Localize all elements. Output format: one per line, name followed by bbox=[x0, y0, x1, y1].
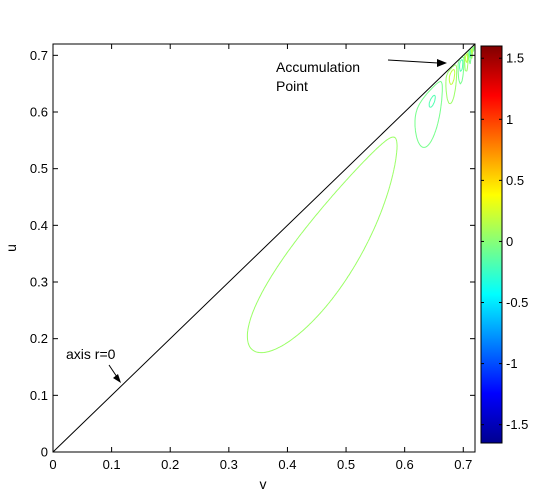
contour-line bbox=[414, 46, 475, 148]
x-tick-label: 0.3 bbox=[220, 457, 238, 472]
x-tick-label: 0.2 bbox=[161, 457, 179, 472]
contour-line bbox=[428, 49, 471, 108]
accumulation-label-line1: Accumulation bbox=[276, 59, 360, 75]
accumulation-arrow bbox=[387, 59, 439, 64]
x-ticks: 0 0.1 0.2 0.3 0.4 0.5 0.6 0.7 bbox=[49, 44, 472, 472]
x-tick-label: 0.6 bbox=[396, 457, 414, 472]
colorbar-tick-label: 0.5 bbox=[506, 173, 524, 188]
y-tick-label: 0.4 bbox=[30, 218, 48, 233]
colorbar-tick-label: 1.5 bbox=[506, 51, 524, 66]
colorbar-tick-label: -1 bbox=[506, 356, 518, 371]
x-tick-label: 0.4 bbox=[278, 457, 296, 472]
axis-annotation: axis r=0 bbox=[66, 346, 116, 362]
colorbar-tick-label: -1.5 bbox=[506, 417, 528, 432]
colorbar-tick-label: 0 bbox=[506, 234, 513, 249]
accumulation-arrowhead bbox=[437, 59, 447, 67]
y-tick-label: 0.1 bbox=[30, 388, 48, 403]
colorbar-ticks: -1.5 -1 -0.5 0 0.5 1 1.5 bbox=[481, 51, 528, 432]
y-tick-label: 0.7 bbox=[30, 48, 48, 63]
contour-lines bbox=[246, 45, 475, 354]
x-tick-label: 0.7 bbox=[454, 457, 472, 472]
y-tick-label: 0.2 bbox=[30, 331, 48, 346]
contour-line bbox=[448, 49, 473, 86]
colorbar-tick-label: -0.5 bbox=[506, 295, 528, 310]
y-tick-label: 0.6 bbox=[30, 105, 48, 120]
y-tick-label: 0.5 bbox=[30, 161, 48, 176]
y-axis-label: u bbox=[3, 244, 19, 252]
diagonal-line bbox=[52, 43, 476, 453]
contour-line bbox=[246, 45, 475, 354]
x-tick-label: 0.1 bbox=[103, 457, 121, 472]
y-ticks: 0 0.1 0.2 0.3 0.4 0.5 0.6 0.7 bbox=[30, 48, 475, 460]
x-tick-label: 0 bbox=[49, 457, 56, 472]
accumulation-label-line2: Point bbox=[276, 78, 308, 94]
x-tick-label: 0.5 bbox=[337, 457, 355, 472]
colorbar-tick-label: 1 bbox=[506, 112, 513, 127]
x-axis-label: v bbox=[260, 476, 267, 492]
plot-frame bbox=[52, 43, 476, 453]
colorbar bbox=[480, 45, 503, 444]
y-tick-label: 0 bbox=[41, 445, 48, 460]
axis-annotation-arrowhead bbox=[113, 374, 121, 383]
y-tick-label: 0.3 bbox=[30, 275, 48, 290]
